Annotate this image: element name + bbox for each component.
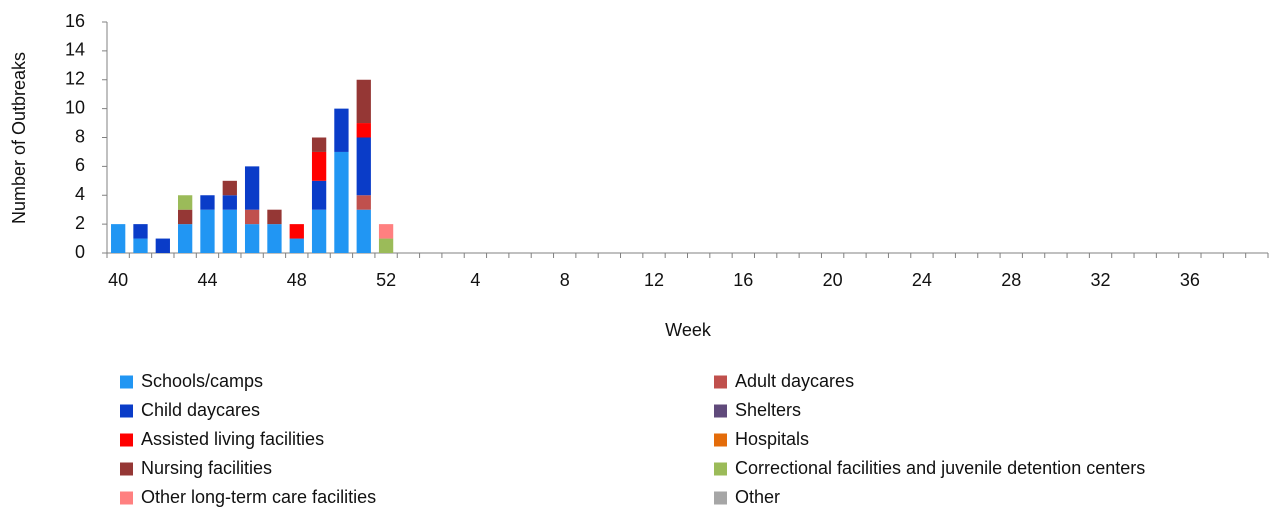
bar-segment: [222, 195, 237, 210]
x-tick-label: 8: [560, 270, 570, 290]
legend-label: Schools/camps: [141, 371, 263, 391]
y-tick-label: 10: [65, 97, 85, 117]
legend-label: Assisted living facilities: [141, 429, 324, 449]
x-tick-label: 48: [287, 270, 307, 290]
bar-segment: [311, 151, 327, 181]
legend-label: Nursing facilities: [141, 458, 272, 478]
legend-swatch: [714, 433, 727, 447]
bar-segment: [200, 195, 215, 210]
bar-segment: [155, 238, 170, 253]
y-tick-label: 8: [75, 126, 85, 146]
y-tick-label: 2: [75, 213, 85, 233]
x-tick-label: 24: [912, 270, 932, 290]
legend-label: Other long-term care facilities: [141, 487, 376, 507]
legend-label: Hospitals: [735, 429, 809, 449]
bar-segment: [111, 224, 126, 253]
x-tick-label: 28: [1001, 270, 1021, 290]
x-tick-label: 52: [376, 270, 396, 290]
bar-segment: [200, 209, 215, 253]
legend-label: Child daycares: [141, 400, 260, 420]
bar-segment: [133, 238, 148, 253]
bar-segment: [334, 108, 349, 152]
bar-segment: [334, 151, 349, 253]
legend-label: Adult daycares: [735, 371, 854, 391]
y-tick-label: 16: [65, 11, 85, 31]
x-tick-label: 12: [644, 270, 664, 290]
bar-segment: [177, 195, 193, 210]
x-tick-label: 36: [1180, 270, 1200, 290]
bar-segment: [177, 224, 193, 253]
bar-segment: [378, 224, 394, 239]
legend-swatch: [120, 433, 133, 447]
bar-segment: [311, 209, 327, 253]
bar-segment: [356, 137, 371, 196]
bar-segment: [244, 224, 260, 253]
x-tick-label: 44: [197, 270, 217, 290]
bar-segment: [289, 238, 304, 253]
legend-swatch: [120, 491, 133, 505]
bar-segment: [244, 166, 260, 210]
legend-swatch: [714, 404, 727, 418]
x-tick-label: 32: [1091, 270, 1111, 290]
bar-segment: [222, 209, 237, 253]
legend-swatch: [120, 375, 133, 389]
bar-segment: [356, 123, 371, 138]
legend-label: Correctional facilities and juvenile det…: [735, 458, 1145, 478]
y-tick-label: 12: [65, 69, 85, 89]
bar-segment: [356, 209, 371, 253]
bar-segment: [289, 224, 304, 239]
x-axis-label: Week: [665, 320, 712, 340]
legend-swatch: [714, 491, 727, 505]
bar-segment: [356, 195, 371, 210]
legend-swatch: [120, 404, 133, 418]
x-tick-label: 20: [823, 270, 843, 290]
y-tick-label: 4: [75, 184, 85, 204]
x-tick-label: 40: [108, 270, 128, 290]
bar-segment: [311, 137, 327, 152]
bar-segment: [356, 79, 371, 124]
y-tick-label: 0: [75, 242, 85, 262]
bar-segment: [133, 224, 148, 239]
legend-label: Other: [735, 487, 780, 507]
bar-segment: [177, 209, 193, 225]
x-tick-label: 4: [470, 270, 480, 290]
bar-segment: [267, 209, 282, 225]
legend-swatch: [714, 375, 727, 389]
legend-label: Shelters: [735, 400, 801, 420]
bar-segment: [222, 180, 237, 196]
bar-segment: [244, 209, 260, 225]
legend-swatch: [714, 462, 727, 476]
bar-segment: [311, 180, 327, 210]
y-tick-label: 6: [75, 155, 85, 175]
y-tick-label: 14: [65, 40, 85, 60]
y-axis-label: Number of Outbreaks: [9, 52, 29, 224]
bar-segment: [267, 224, 282, 253]
bar-segment: [378, 238, 394, 253]
legend-swatch: [120, 462, 133, 476]
x-tick-label: 16: [733, 270, 753, 290]
